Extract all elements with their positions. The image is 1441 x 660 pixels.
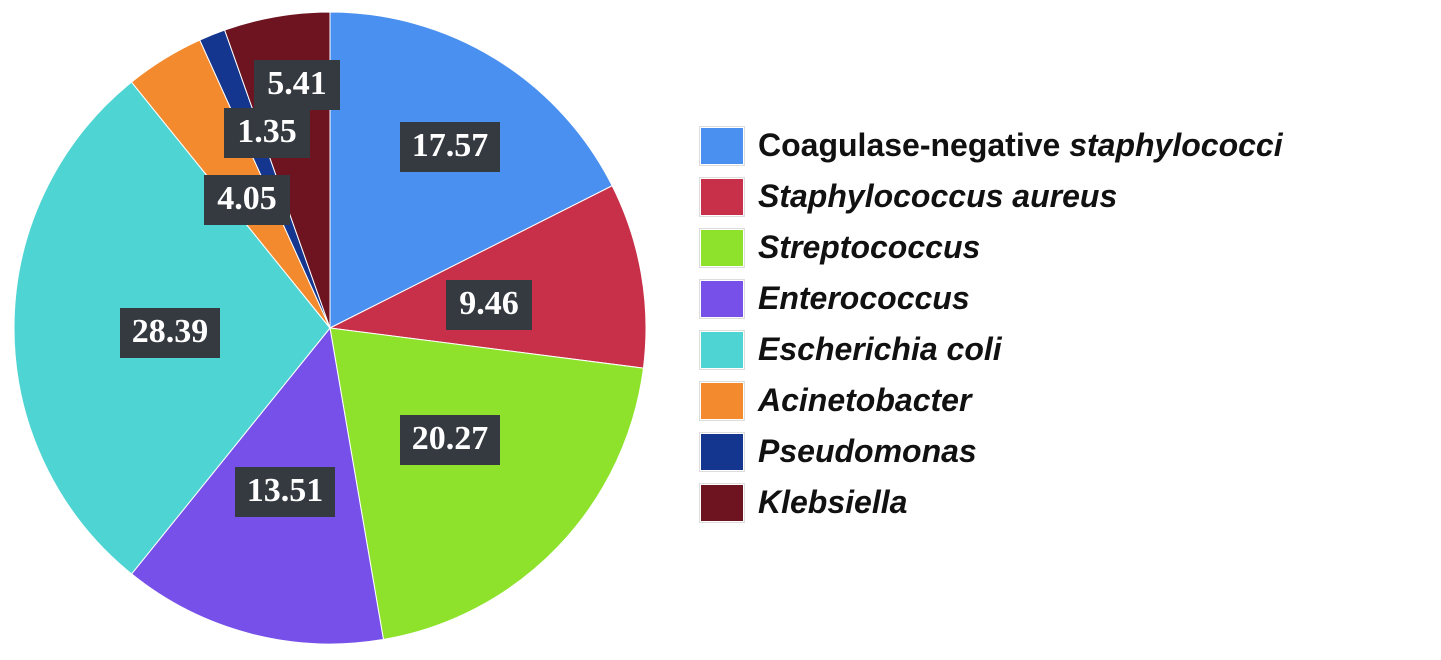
data-label-box <box>224 108 310 158</box>
data-label-text: 28.39 <box>132 313 209 350</box>
legend-label-part: Staphylococcus aureus <box>758 178 1118 214</box>
legend-label: Pseudomonas <box>758 433 977 470</box>
data-label-coagulase-negative-staphylococci: 17.57 <box>400 122 500 172</box>
data-labels: 17.57 9.46 20.27 13.51 28.39 4.05 1.35 5.41 <box>120 60 532 517</box>
legend-swatch <box>699 176 745 217</box>
data-label-box <box>254 60 340 110</box>
legend-item-escherichia-coli: Escherichia coli <box>699 324 1283 375</box>
legend-label-part: Enterococcus <box>758 280 970 316</box>
legend-label-part: Klebsiella <box>758 484 908 520</box>
data-label-text: 9.46 <box>459 285 519 322</box>
data-label-box <box>120 308 220 358</box>
legend-item-klebsiella: Klebsiella <box>699 477 1283 528</box>
legend-item-streptococcus: Streptococcus <box>699 222 1283 273</box>
data-label-box <box>204 175 290 225</box>
legend-label-part: Streptococcus <box>758 229 981 265</box>
data-label-klebsiella: 5.41 <box>254 60 340 110</box>
data-label-acinetobacter: 4.05 <box>204 175 290 225</box>
legend-swatch <box>699 380 745 421</box>
data-label-text: 1.35 <box>237 113 297 150</box>
pie-slice-staphylococcus-aureus <box>328 185 647 369</box>
legend-label-part: Pseudomonas <box>758 433 977 469</box>
legend-swatch <box>699 125 745 166</box>
data-label-text: 4.05 <box>217 180 277 217</box>
data-label-text: 20.27 <box>412 420 489 457</box>
legend-label-part: staphylococci <box>1069 127 1283 163</box>
legend-label: Staphylococcus aureus <box>758 178 1117 215</box>
legend-item-pseudomonas: Pseudomonas <box>699 426 1283 477</box>
legend-label-part: Acinetobacter <box>758 382 972 418</box>
data-label-staphylococcus-aureus: 9.46 <box>446 280 532 330</box>
legend-label: Streptococcus <box>758 229 980 266</box>
legend-label: Enterococcus <box>758 280 970 317</box>
legend-label: Klebsiella <box>758 484 907 521</box>
data-label-pseudomonas: 1.35 <box>224 108 310 158</box>
chart-legend: Coagulase-negative staphylococci Staphylo… <box>699 120 1283 528</box>
legend-swatch <box>699 431 745 472</box>
pie-chart: 17.57 9.46 20.27 13.51 28.39 4.05 1.35 5.41 <box>13 11 647 645</box>
data-label-box <box>400 415 500 465</box>
data-label-box <box>446 280 532 330</box>
legend-swatch <box>699 482 745 523</box>
legend-label: Coagulase-negative staphylococci <box>758 127 1283 164</box>
legend-label-part: Escherichia coli <box>758 331 1002 367</box>
legend-swatch <box>699 227 745 268</box>
legend-label-part: Coagulase-negative <box>758 127 1070 163</box>
legend-swatch <box>699 329 745 370</box>
data-label-box <box>235 467 335 517</box>
data-label-box <box>400 122 500 172</box>
legend-item-coagulase-negative-staphylococci: Coagulase-negative staphylococci <box>699 120 1283 171</box>
legend-label: Escherichia coli <box>758 331 1002 368</box>
data-label-text: 5.41 <box>267 65 327 102</box>
data-label-text: 17.57 <box>412 127 489 164</box>
legend-item-enterococcus: Enterococcus <box>699 273 1283 324</box>
legend-item-acinetobacter: Acinetobacter <box>699 375 1283 426</box>
data-label-text: 13.51 <box>247 472 324 509</box>
data-label-escherichia-coli: 28.39 <box>120 308 220 358</box>
legend-label: Acinetobacter <box>758 382 971 419</box>
data-label-enterococcus: 13.51 <box>235 467 335 517</box>
legend-item-staphylococcus-aureus: Staphylococcus aureus <box>699 171 1283 222</box>
data-label-streptococcus: 20.27 <box>400 415 500 465</box>
legend-swatch <box>699 278 745 319</box>
pie-slice-streptococcus <box>329 327 644 641</box>
